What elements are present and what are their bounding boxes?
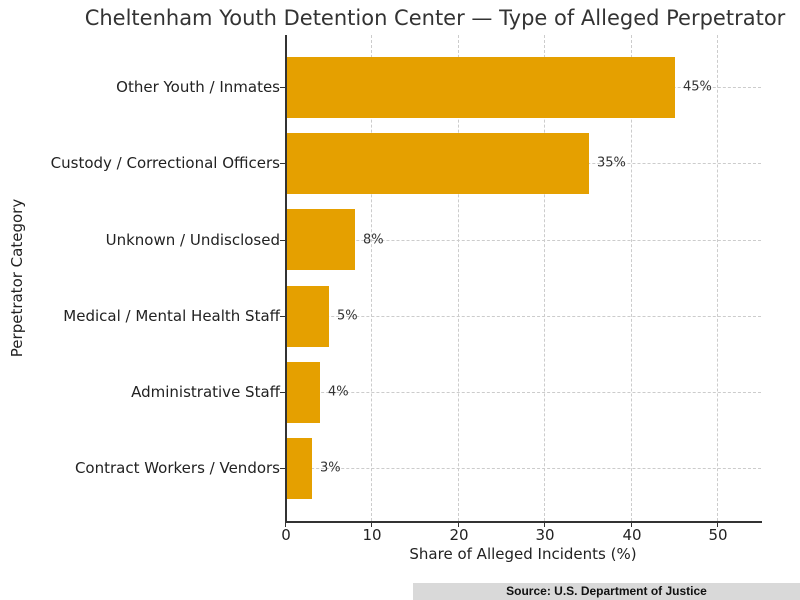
y-tick-label: Custody / Correctional Officers [50, 154, 280, 172]
bar-custody-officers [286, 133, 589, 194]
bar-medical-staff [286, 286, 329, 347]
x-tick-label: 50 [708, 526, 728, 544]
chart-title: Cheltenham Youth Detention Center — Type… [84, 6, 786, 30]
value-label: 5% [337, 308, 358, 324]
bar-contract-workers [286, 438, 312, 499]
y-tick-label: Contract Workers / Vendors [74, 459, 280, 477]
value-label: 3% [320, 460, 341, 476]
grid-line [286, 392, 761, 393]
grid-line [458, 35, 459, 521]
x-tick [717, 522, 718, 527]
y-tick-label: Other Youth / Inmates [116, 78, 280, 96]
grid-line [544, 35, 545, 521]
x-tick-label: 20 [449, 526, 469, 544]
value-label: 45% [683, 79, 712, 95]
x-tick [631, 522, 632, 527]
bar-unknown [286, 209, 355, 270]
x-tick [458, 522, 459, 527]
bar-admin-staff [286, 362, 320, 423]
x-tick [285, 522, 286, 527]
source-caption: Source: U.S. Department of Justice [413, 583, 800, 600]
grid-line [286, 316, 761, 317]
y-tick-label: Unknown / Undisclosed [105, 231, 280, 249]
grid-line [371, 35, 372, 521]
grid-line [286, 468, 761, 469]
bar-other-youth [286, 57, 675, 118]
x-tick-label: 30 [535, 526, 555, 544]
y-tick-label: Medical / Mental Health Staff [63, 307, 280, 325]
y-axis-title: Perpetrator Category [8, 198, 26, 358]
value-label: 4% [328, 384, 349, 400]
y-tick [280, 163, 285, 164]
y-tick [280, 316, 285, 317]
y-tick-label: Administrative Staff [131, 383, 280, 401]
y-axis [285, 35, 287, 522]
x-tick-label: 40 [622, 526, 642, 544]
y-tick [280, 240, 285, 241]
x-tick [544, 522, 545, 527]
grid-line [286, 240, 761, 241]
y-tick [280, 392, 285, 393]
x-tick-label: 10 [362, 526, 382, 544]
y-tick [280, 87, 285, 88]
x-tick-label: 0 [281, 526, 291, 544]
x-axis-title: Share of Alleged Incidents (%) [409, 545, 637, 563]
grid-line [717, 35, 718, 521]
grid-line [631, 35, 632, 521]
value-label: 35% [597, 155, 626, 171]
y-tick [280, 468, 285, 469]
x-tick [371, 522, 372, 527]
value-label: 8% [363, 232, 384, 248]
x-axis [285, 521, 762, 523]
